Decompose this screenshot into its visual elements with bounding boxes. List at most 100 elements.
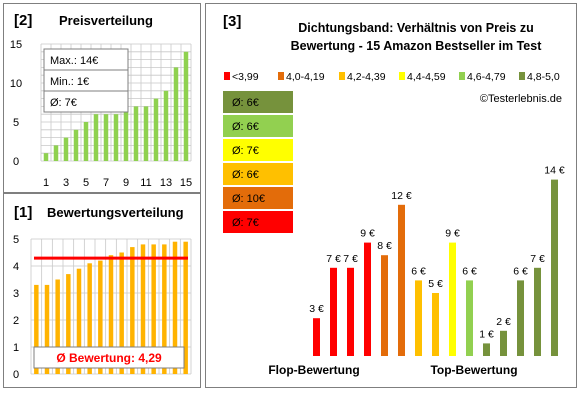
- bar-value-label: 12 €: [391, 190, 412, 202]
- price-bar: [500, 330, 507, 356]
- panel-tag: [1]: [14, 204, 32, 221]
- price-bar: [517, 280, 524, 356]
- price-bar: [466, 280, 473, 356]
- bar-value-label: 9 €: [360, 228, 375, 240]
- legend-swatch: [399, 72, 405, 80]
- average-box: [223, 139, 293, 161]
- average-label: Ø: 6€: [232, 121, 259, 133]
- chart-title-line1: Dichtungsband: Verhältnis von Preis zu: [298, 21, 533, 35]
- bar-value-label: 2 €: [496, 316, 511, 328]
- legend-swatch: [224, 72, 230, 80]
- y-tick-label: 5: [13, 234, 19, 246]
- bar-value-label: 7 €: [343, 253, 358, 265]
- price-bar: [53, 145, 59, 161]
- price-bar: [93, 114, 99, 161]
- price-bar: [330, 267, 337, 356]
- y-tick-label: 10: [10, 78, 22, 90]
- price-bar: [415, 280, 422, 356]
- price-bar: [63, 137, 69, 161]
- bar-value-label: 14 €: [544, 165, 565, 177]
- legend-swatch: [519, 72, 525, 80]
- stat-label: Max.: 14€: [50, 55, 98, 67]
- rating-bar: [162, 244, 167, 374]
- average-box: [223, 187, 293, 209]
- rating-distribution-chart: [1] Bewertungsverteilung Ø Bewertung: 4,…: [13, 204, 192, 381]
- stat-label: Min.: 1€: [50, 76, 89, 88]
- price-bar: [534, 267, 541, 356]
- price-bar: [381, 255, 388, 356]
- legend-label: 4,0-4,19: [286, 71, 325, 83]
- rating-bar: [172, 241, 178, 374]
- legend-label: 4,4-4,59: [407, 71, 446, 83]
- rating-bar: [98, 260, 103, 374]
- average-label: Ø: 7€: [232, 145, 259, 157]
- price-bar: [364, 242, 371, 356]
- rating-bar: [108, 255, 114, 374]
- legend-label: 4,8-5,0: [527, 71, 560, 83]
- average-box: [223, 115, 293, 137]
- x-tick-label: 7: [103, 177, 109, 189]
- rating-distribution-panel: [1] Bewertungsverteilung Ø Bewertung: 4,…: [3, 193, 201, 388]
- price-bar: [432, 293, 439, 356]
- y-tick-label: 4: [13, 261, 19, 273]
- price-bar: [163, 90, 169, 161]
- x-tick-label: 9: [123, 177, 129, 189]
- rating-bar: [87, 263, 92, 374]
- price-bar: [143, 106, 149, 161]
- flop-label: Flop-Bewertung: [268, 363, 359, 377]
- rating-bar: [76, 268, 82, 374]
- average-box: [223, 91, 293, 113]
- y-tick-label: 15: [10, 39, 22, 51]
- y-tick-label: 5: [13, 117, 19, 129]
- average-box: [223, 163, 293, 185]
- rating-bar: [151, 244, 156, 374]
- x-tick-label: 3: [63, 177, 69, 189]
- rating-bar: [130, 247, 135, 374]
- price-bar: [133, 106, 139, 161]
- price-bar: [103, 114, 109, 161]
- price-bar: [483, 343, 490, 356]
- stat-label: Ø: 7€: [50, 97, 77, 109]
- price-bar: [449, 242, 456, 356]
- rating-bar: [140, 244, 146, 374]
- chart-title-line2: Bewertung - 15 Amazon Bestseller im Test: [291, 39, 543, 53]
- legend-swatch: [278, 72, 284, 80]
- rating-bar: [66, 274, 71, 374]
- price-bar: [313, 318, 320, 356]
- price-bar: [123, 106, 129, 161]
- price-bar: [113, 114, 119, 161]
- bar-value-label: 7 €: [530, 253, 545, 265]
- x-tick-label: 11: [140, 177, 151, 189]
- average-label: Ø: 6€: [232, 97, 259, 109]
- price-distribution-panel: [2] Preisverteilung 0 5 10 15 1 3 5 7 9 11 13 15 Ma…: [3, 3, 201, 193]
- bar-value-label: 6 €: [462, 265, 477, 277]
- rating-bar: [119, 252, 124, 374]
- legend-label: <3,99: [232, 71, 259, 83]
- y-tick-label: 1: [13, 342, 19, 354]
- y-tick-label: 0: [13, 156, 19, 168]
- bar-value-label: 1 €: [479, 328, 494, 340]
- bar-value-label: 8 €: [377, 240, 392, 252]
- price-bar: [73, 129, 79, 161]
- bar-value-label: 6 €: [411, 265, 426, 277]
- top-label: Top-Bewertung: [430, 363, 517, 377]
- rating-bar: [44, 284, 50, 374]
- panel-tag: [2]: [14, 12, 32, 29]
- bar-value-label: 9 €: [445, 228, 460, 240]
- stat-box: [43, 90, 129, 113]
- price-vs-rating-chart: [3] Dichtungsband: Verhältnis von Preis …: [223, 13, 565, 377]
- average-box: [33, 346, 185, 369]
- y-tick-label: 3: [13, 288, 19, 300]
- price-bar: [347, 267, 354, 356]
- price-bar: [153, 98, 159, 161]
- chart-title: Bewertungsverteilung: [47, 205, 184, 220]
- bar-value-label: 6 €: [513, 265, 528, 277]
- price-bar: [83, 122, 89, 161]
- price-vs-rating-panel: [3] Dichtungsband: Verhältnis von Preis …: [205, 3, 577, 388]
- price-bar: [551, 179, 558, 356]
- bar-value-label: 7 €: [326, 253, 341, 265]
- bar-value-label: 3 €: [309, 303, 324, 315]
- price-bar: [43, 153, 49, 161]
- x-tick-label: 13: [160, 177, 172, 189]
- watermark: ©Testerlebnis.de: [480, 93, 562, 105]
